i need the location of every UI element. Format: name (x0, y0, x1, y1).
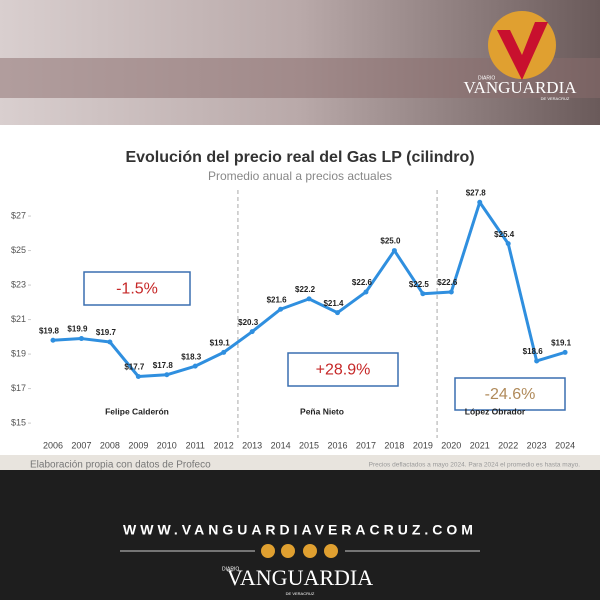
x-tick-label: 2012 (214, 440, 234, 450)
point (477, 199, 483, 205)
logo-post: DE VERACRUZ (286, 591, 315, 596)
chart-title: Evolución del precio real del Gas LP (ci… (125, 149, 474, 166)
point (335, 310, 340, 316)
url[interactable]: WWW.VANGUARDIAVERACRUZ.COM (123, 522, 477, 538)
x-tick-label: 2006 (43, 440, 63, 450)
y-tick-label: $19 (11, 348, 26, 358)
x-tick-label: 2020 (441, 440, 461, 450)
point (534, 358, 540, 364)
point (221, 349, 227, 355)
x-tick-label: 2011 (186, 440, 205, 450)
x-tick-label: 2024 (555, 440, 575, 450)
logo-name: VANGUARDIA (463, 78, 577, 97)
point (135, 374, 141, 380)
value-label: $21.4 (323, 299, 344, 308)
period-name: López Obrador (465, 406, 526, 416)
point (363, 289, 369, 295)
period-name: Peña Nieto (300, 406, 344, 416)
change-label: -1.5% (116, 281, 158, 298)
change-box (287, 352, 399, 387)
x-tick-label: 2023 (527, 440, 547, 450)
x-tick-label: 2015 (299, 440, 319, 450)
period-name: Felipe Calderón (105, 406, 169, 416)
point (562, 349, 568, 355)
y-tick-label: $27 (11, 210, 26, 220)
change-box (454, 377, 566, 411)
value-label: $19.1 (210, 338, 231, 347)
whatsapp-icon[interactable] (324, 544, 338, 558)
point (448, 289, 454, 295)
y-tick-label: $17 (11, 383, 26, 393)
x-tick-label: 2013 (242, 440, 262, 450)
point (50, 337, 56, 343)
x-tick-label: 2007 (71, 440, 91, 450)
y-tick-label: $23 (11, 279, 26, 289)
value-label: $25.0 (380, 237, 401, 246)
footer (0, 470, 600, 600)
facebook-icon[interactable] (281, 544, 295, 558)
point (306, 296, 312, 302)
y-tick-label: $15 (11, 417, 26, 427)
point (278, 306, 284, 312)
note: Precios deflactados a mayo 2024. Para 20… (369, 462, 581, 469)
value-label: $22.5 (409, 280, 430, 289)
point (249, 329, 255, 335)
source-bar (0, 455, 600, 470)
x-tick-label: 2008 (100, 440, 120, 450)
point (391, 248, 397, 254)
point (505, 241, 511, 247)
x-tick-label: 2014 (271, 440, 291, 450)
change-label: +28.9% (316, 362, 371, 379)
x-tick-label: 2022 (498, 440, 518, 450)
value-label: $22.2 (295, 285, 316, 294)
point (107, 339, 113, 345)
value-label: $19.7 (96, 328, 117, 337)
point (192, 363, 198, 369)
point (420, 291, 426, 297)
value-label: $22.6 (352, 278, 373, 287)
x-tick-label: 2021 (470, 440, 490, 450)
value-label: $20.3 (238, 318, 259, 327)
logo-pre: DIARIO (478, 75, 495, 81)
value-label: $18.6 (523, 347, 544, 356)
value-label: $18.3 (181, 352, 202, 361)
point (164, 372, 170, 378)
x-tick-label: 2010 (157, 440, 177, 450)
change-label: -24.6% (485, 386, 536, 403)
value-label: $17.8 (153, 361, 174, 370)
x-tick-label: 2019 (413, 440, 433, 450)
value-label: $25.4 (494, 230, 515, 239)
logo-pre: DIARIO (222, 566, 239, 572)
logo-name: VANGUARDIA (227, 565, 373, 590)
value-label: $22.6 (437, 278, 458, 287)
change-box (83, 271, 191, 306)
chart-subtitle: Promedio anual a precios actuales (208, 169, 392, 183)
point (78, 336, 84, 342)
x-tick-label: 2017 (356, 440, 376, 450)
source: Elaboración propia con datos de Profeco (30, 460, 211, 471)
value-label: $19.9 (67, 325, 88, 334)
logo-post: DE VERACRUZ (541, 96, 570, 101)
logo-v (497, 22, 548, 80)
x-tick-label: 2018 (384, 440, 404, 450)
y-tick-label: $21 (11, 314, 26, 324)
value-label: $19.8 (39, 326, 60, 335)
value-label: $21.6 (267, 295, 288, 304)
value-label: $17.7 (124, 363, 145, 372)
x-tick-label: 2016 (327, 440, 347, 450)
value-label: $27.8 (466, 188, 487, 197)
y-tick-label: $25 (11, 245, 26, 255)
instagram-icon[interactable] (261, 544, 275, 558)
x-tick-label: 2009 (128, 440, 148, 450)
twitter-icon[interactable] (303, 544, 317, 558)
value-label: $19.1 (551, 338, 572, 347)
